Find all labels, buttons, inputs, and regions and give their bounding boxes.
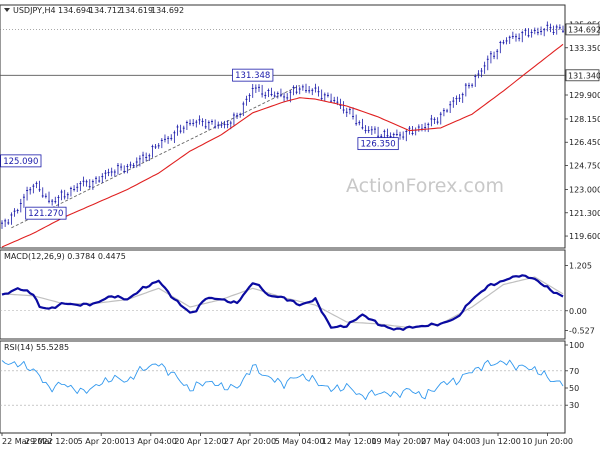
macd-line [1, 274, 564, 331]
rsi-tick-label: 100 [569, 341, 584, 350]
rsi-panel-frame [0, 340, 566, 434]
x-tick-label: 22 Mar 2022 [2, 437, 53, 446]
rsi-plot [0, 359, 565, 406]
annotation-label: 126.350 [361, 140, 396, 150]
quote-open: 134.694 [58, 6, 91, 15]
x-tick-label: 3 Jun 12:00 [475, 437, 521, 446]
annotation-box [357, 137, 399, 151]
quote-low: 134.619 [120, 6, 153, 15]
annotation-box [232, 68, 274, 82]
x-tick-label: 27 May 04:00 [421, 437, 476, 446]
macd-tick-label: 0.00 [569, 307, 587, 316]
current-price-label-box [565, 23, 600, 36]
level-price-label-box [565, 69, 600, 82]
rsi-tick-label: 30 [569, 401, 579, 410]
price-tick-label: 128.150 [569, 115, 600, 124]
watermark: ActionForex.com [346, 175, 504, 197]
x-tick-label: 5 Apr 20:00 [78, 437, 125, 446]
macd-label: MACD(12,26,9) 0.3784 0.4475 [4, 252, 126, 261]
price-tick-label: 129.900 [569, 91, 600, 100]
price-panel-frame [0, 4, 566, 249]
quote-high: 134.712 [89, 6, 122, 15]
price-grid [0, 29, 565, 76]
trend-line [11, 85, 300, 229]
chart-header: USDJPY,H4 134.694 134.712 134.619 134.69… [4, 6, 184, 15]
moving-average-line [1, 43, 564, 248]
annotation-label: 125.090 [3, 157, 38, 167]
rsi-tick-label: 50 [569, 384, 579, 393]
quote-close: 134.692 [151, 6, 184, 15]
x-tick-label: 20 Apr 12:00 [174, 437, 226, 446]
x-tick-label: 19 May 20:00 [371, 437, 426, 446]
dropdown-triangle-icon[interactable] [4, 8, 10, 12]
macd-tick-label: -0.527 [569, 327, 595, 336]
x-tick-label: 10 Jun 20:00 [522, 437, 573, 446]
macd-panel-frame [0, 249, 566, 340]
annotation-box [0, 154, 42, 168]
price-axis: 135.050133.350129.900128.150126.450124.7… [565, 20, 600, 241]
price-tick-label: 133.350 [569, 44, 600, 53]
symbol-label: USDJPY,H4 [13, 6, 56, 15]
rsi-line [1, 359, 564, 401]
annotation-box [25, 206, 67, 220]
x-tick-label: 12 May 12:00 [322, 437, 377, 446]
rsi-tick-label: 70 [569, 367, 579, 376]
x-tick-label: 13 Apr 04:00 [125, 437, 177, 446]
macd-tick-label: 1.205 [569, 262, 592, 271]
rsi-axis: 100 70 50 30 [565, 341, 584, 410]
annotation-label: 131.348 [235, 71, 270, 81]
price-annotations: 125.090 121.270 131.348 126.350 [0, 68, 399, 220]
x-tick-label: 5 May 04:00 [275, 437, 325, 446]
price-tick-label: 124.750 [569, 162, 600, 171]
macd-plot [0, 274, 565, 331]
x-tick-label: 29 Mar 12:00 [25, 437, 78, 446]
annotation-label: 121.270 [28, 209, 63, 219]
price-tick-label: 126.450 [569, 138, 600, 147]
price-tick-label: 119.600 [569, 232, 600, 241]
price-tick-label: 121.300 [569, 209, 600, 218]
macd-axis: 1.205 0.00 -0.527 [565, 262, 595, 336]
current-price-label: 134.692 [568, 25, 600, 34]
rsi-label: RSI(14) 55.5285 [4, 343, 69, 352]
level-price-label: 131.340 [568, 71, 600, 80]
price-tick-label: 123.000 [569, 185, 600, 194]
price-plot [1, 21, 564, 248]
x-tick-label: 27 Apr 20:00 [224, 437, 276, 446]
